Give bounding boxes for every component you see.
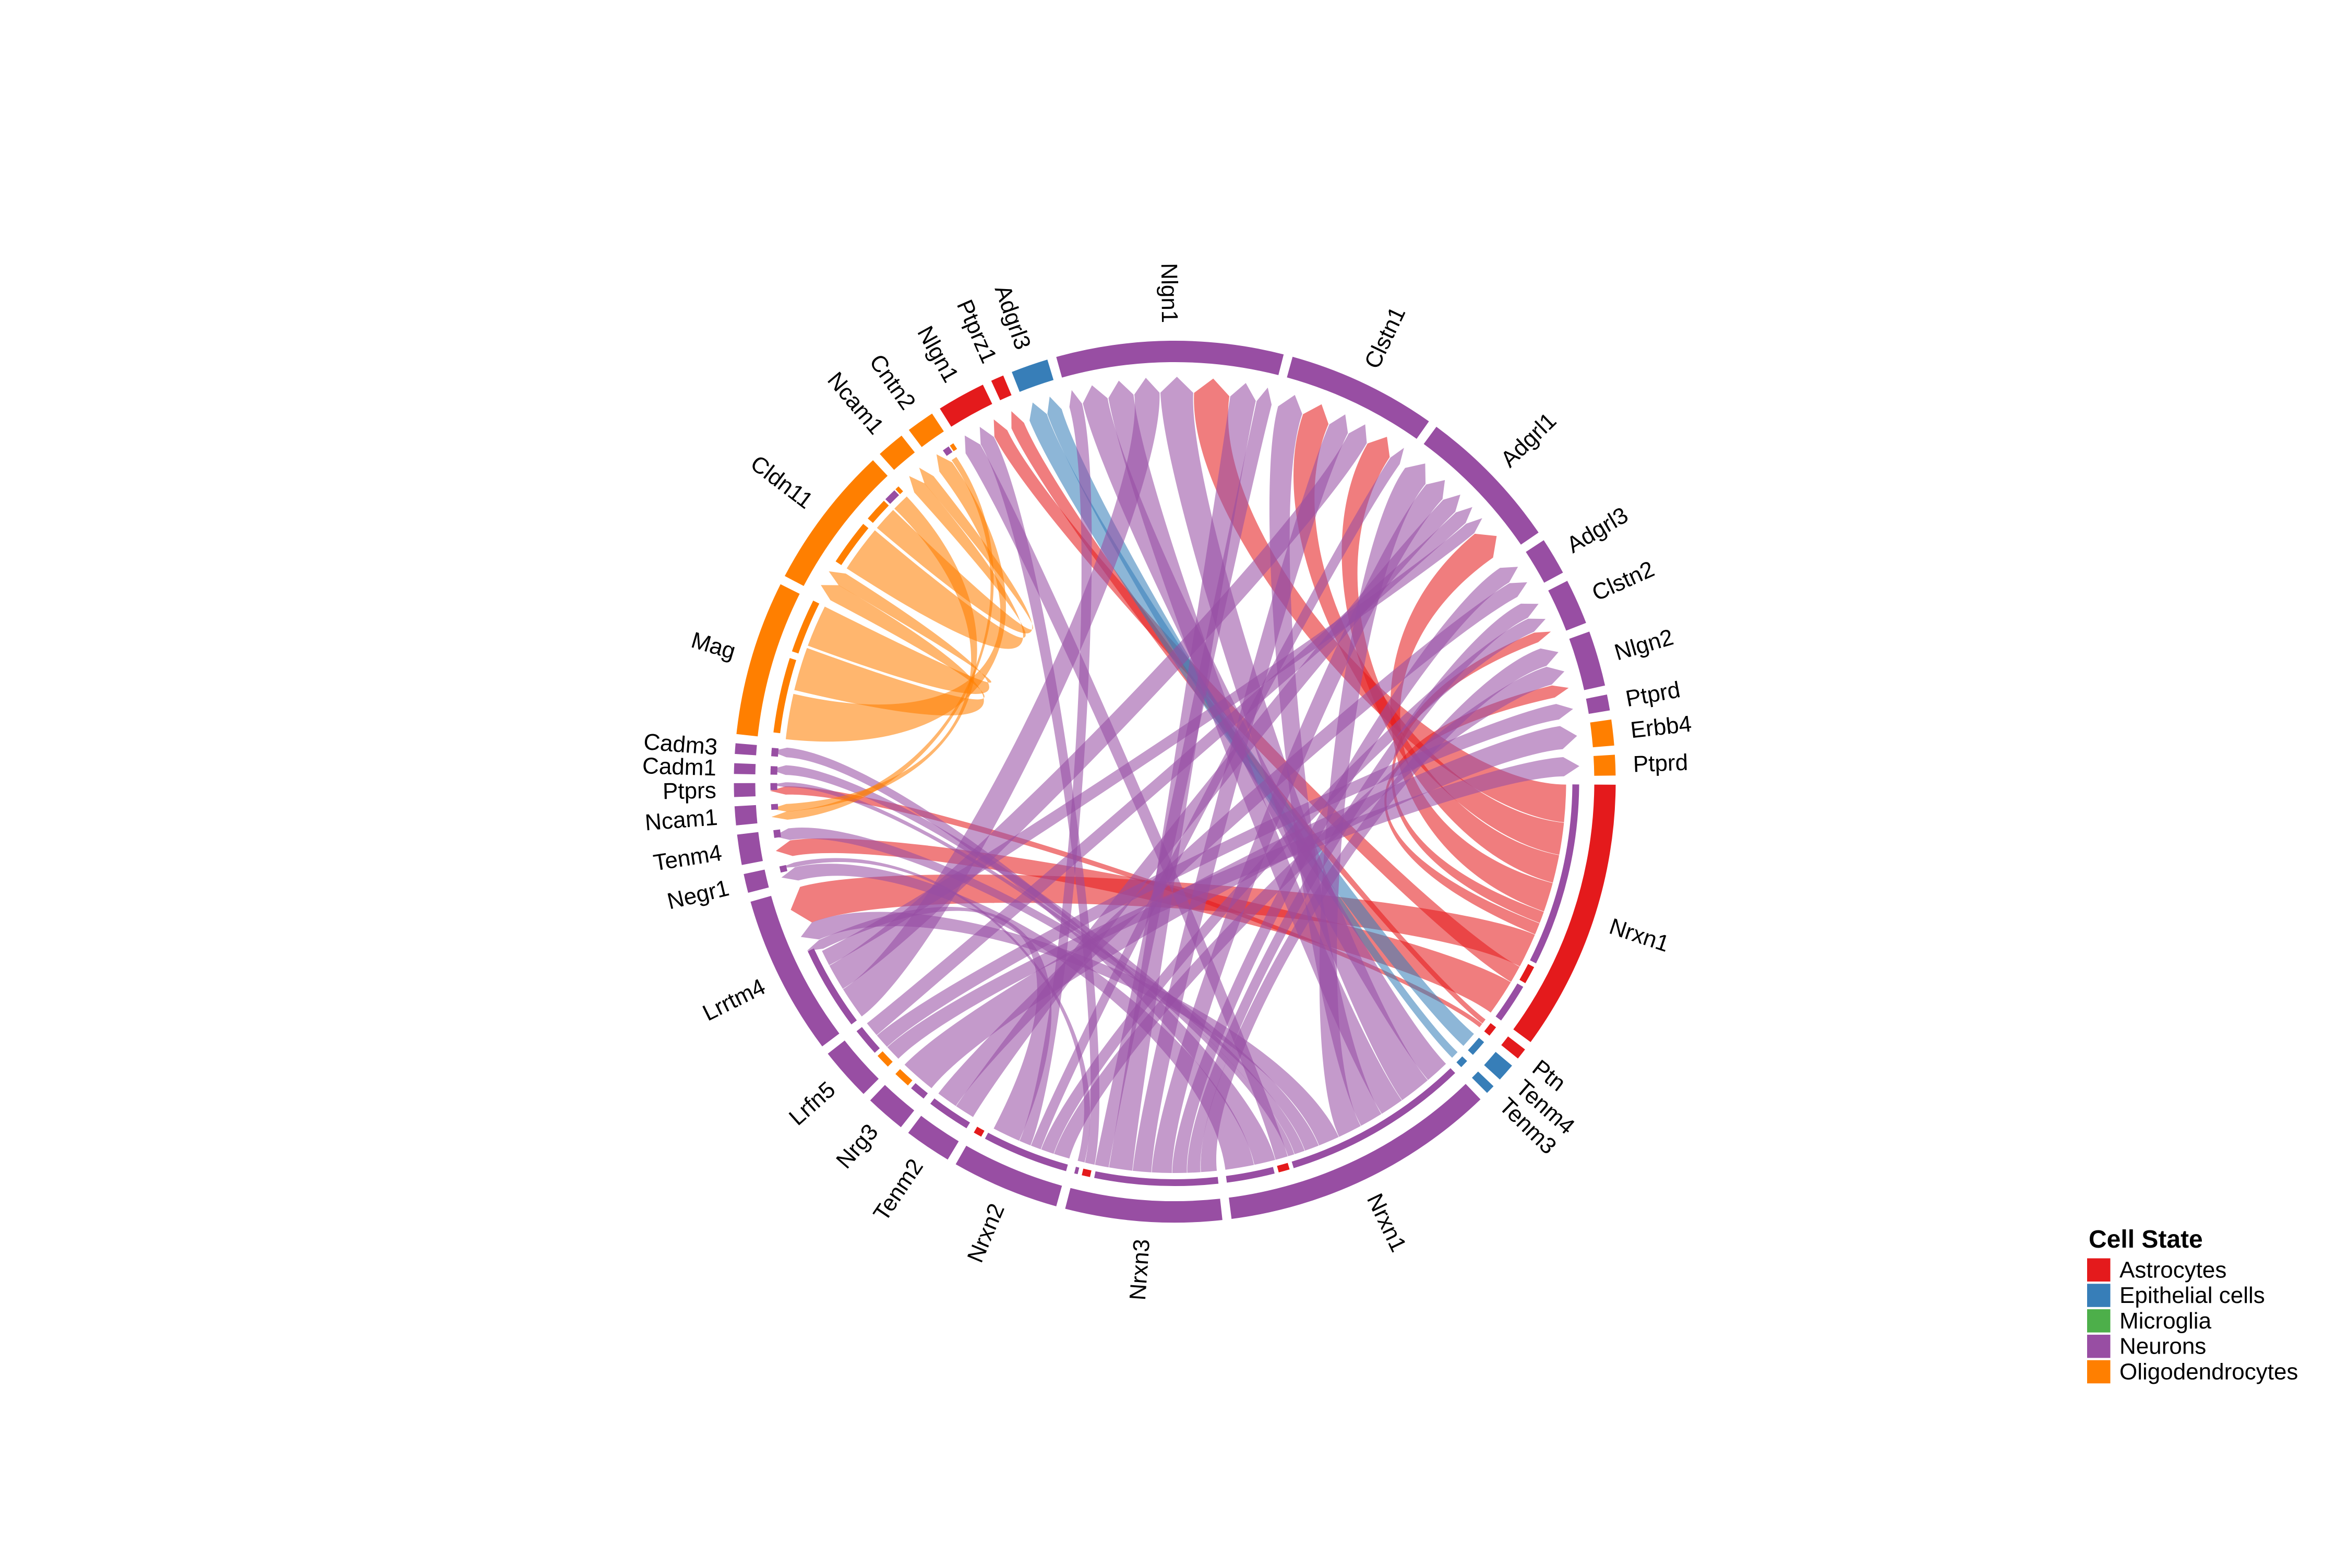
svg-text:Ncam1: Ncam1 (644, 805, 718, 836)
svg-text:Cadm1: Cadm1 (642, 753, 716, 781)
svg-text:Ptprs: Ptprs (663, 777, 717, 804)
svg-text:Oligodendrocytes: Oligodendrocytes (2119, 1359, 2298, 1385)
svg-text:Neurons: Neurons (2119, 1334, 2206, 1359)
svg-text:Microglia: Microglia (2119, 1308, 2212, 1334)
svg-text:Epithelial cells: Epithelial cells (2119, 1283, 2265, 1308)
svg-text:Astrocytes: Astrocytes (2119, 1257, 2226, 1283)
svg-text:Nrxn3: Nrxn3 (1125, 1238, 1155, 1301)
svg-text:Cell State: Cell State (2089, 1226, 2203, 1253)
svg-text:Nlgn1: Nlgn1 (1156, 263, 1182, 324)
svg-text:Ptprd: Ptprd (1633, 750, 1688, 777)
svg-text:Cadm3: Cadm3 (643, 729, 718, 760)
